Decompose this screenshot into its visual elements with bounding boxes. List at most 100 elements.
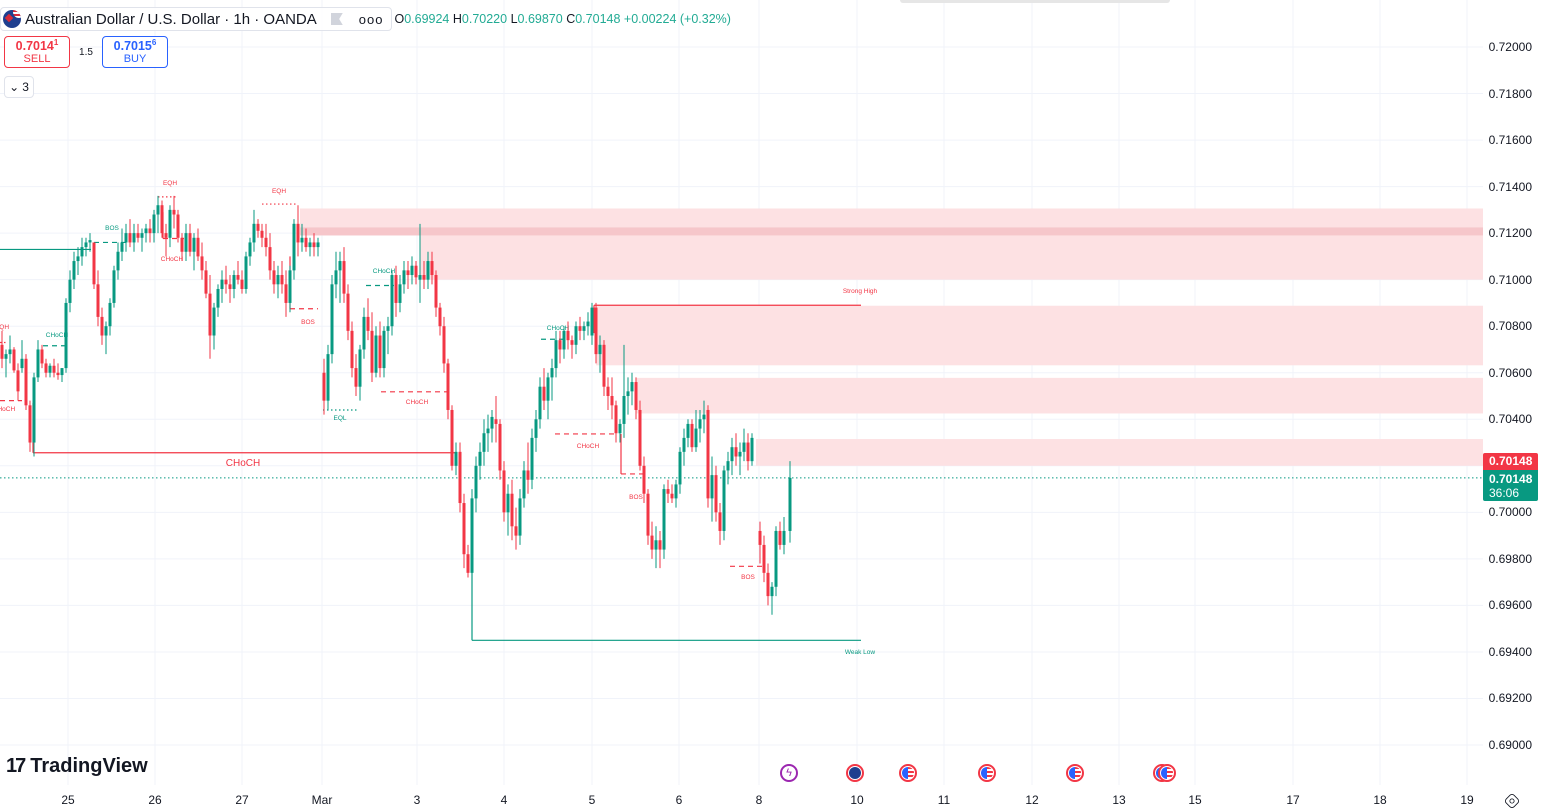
- structure-label: BOS: [301, 319, 315, 326]
- candle-body: [16, 370, 20, 392]
- candle-body: [430, 261, 434, 276]
- indicators-collapse-button[interactable]: ⌄ 3: [4, 76, 34, 98]
- candle-body: [530, 437, 534, 480]
- more-options-icon[interactable]: ooo: [358, 11, 384, 27]
- candle-body: [410, 265, 414, 276]
- indicator-count: 3: [22, 80, 29, 94]
- candle-body: [402, 270, 406, 285]
- candle-body: [770, 586, 774, 597]
- candle-body: [582, 326, 586, 331]
- candle-body: [12, 349, 16, 371]
- candle-body: [766, 572, 770, 597]
- time-axis-label: 10: [850, 793, 864, 807]
- candle-body: [252, 223, 256, 243]
- candle-body: [72, 261, 76, 280]
- candle-body: [304, 237, 308, 248]
- structure-label: CHoCH: [0, 406, 15, 413]
- candle-body: [292, 223, 296, 271]
- candle-body: [32, 377, 36, 443]
- us-flag-event-icon[interactable]: [1158, 764, 1176, 782]
- flag-icon[interactable]: [330, 13, 343, 25]
- time-axis-label: 15: [1188, 793, 1202, 807]
- bid-price-tag: 0.70148: [1483, 453, 1538, 470]
- candle-body: [550, 368, 554, 378]
- time-axis-label: 26: [148, 793, 162, 807]
- candle-body: [196, 237, 200, 257]
- symbol-title-box[interactable]: Australian Dollar / U.S. Dollar · 1h · O…: [0, 7, 393, 31]
- candle-body: [638, 409, 642, 466]
- us-flag-event-icon[interactable]: [1066, 764, 1084, 782]
- price-axis-label: 0.69600: [1488, 598, 1532, 613]
- candle-body: [434, 275, 438, 308]
- supply-zone: [636, 377, 1483, 414]
- candle-body: [312, 242, 316, 248]
- low-key: L: [510, 12, 518, 26]
- candle-body: [458, 451, 462, 504]
- tradingview-mark-icon: 17: [6, 755, 26, 777]
- candle-body: [316, 242, 320, 248]
- candle-body: [200, 256, 204, 271]
- candle-body: [710, 475, 714, 499]
- candle-body: [156, 205, 160, 215]
- us-flag-event-icon[interactable]: [899, 764, 917, 782]
- candle-body: [606, 386, 610, 397]
- us-flag-event-icon[interactable]: [978, 764, 996, 782]
- structure-label: BOS: [741, 574, 755, 581]
- high-value: 0.70220: [461, 12, 508, 26]
- australia-flag-event-icon[interactable]: [846, 764, 864, 782]
- tradingview-logo[interactable]: 17 TradingView: [6, 755, 148, 778]
- candle-body: [498, 423, 502, 471]
- candle-body: [438, 307, 442, 327]
- candle-body: [734, 447, 738, 457]
- candle-body: [112, 270, 116, 303]
- structure-label: CHoCH: [577, 443, 600, 450]
- ohlc-values: O0.69924 H0.70220 L0.69870 C0.70148 +0.0…: [394, 12, 730, 26]
- candle-body: [398, 284, 402, 303]
- bar-countdown: 36:06: [1489, 486, 1520, 500]
- time-axis-label: 6: [675, 793, 683, 807]
- time-axis-label: 3: [413, 793, 421, 807]
- candle-body: [706, 409, 710, 499]
- candle-body: [168, 209, 172, 238]
- candle-body: [362, 316, 366, 350]
- candle-body: [594, 307, 598, 355]
- candle-body: [342, 261, 346, 294]
- candle-body: [144, 228, 148, 234]
- candle-body: [750, 437, 754, 462]
- supply-zone: [596, 305, 1483, 366]
- price-axis-label: 0.69200: [1488, 691, 1532, 706]
- candle-body: [374, 335, 378, 373]
- candle-body: [534, 419, 538, 438]
- time-axis-label: 4: [500, 793, 508, 807]
- sell-price: 0.7014: [15, 38, 54, 53]
- price-axis-label: 0.69000: [1488, 738, 1532, 752]
- candle-body: [116, 251, 120, 271]
- candle-body: [180, 237, 184, 252]
- candle-body: [610, 396, 614, 406]
- candle-body: [698, 419, 702, 429]
- candle-body: [244, 256, 248, 289]
- candle-body: [634, 382, 638, 410]
- candle-body: [694, 428, 698, 448]
- candle-body: [762, 544, 766, 573]
- candle-body: [442, 326, 446, 364]
- candle-body: [224, 279, 228, 285]
- sell-button[interactable]: 0.70141 SELL: [4, 36, 70, 68]
- candle-body: [462, 503, 466, 555]
- time-axis-label: 13: [1112, 793, 1126, 807]
- candle-body: [184, 233, 188, 252]
- candle-body: [248, 242, 252, 257]
- candle-body: [152, 214, 156, 234]
- close-key: C: [566, 12, 576, 26]
- symbol-title[interactable]: Australian Dollar / U.S. Dollar · 1h · O…: [25, 10, 317, 28]
- buy-label: BUY: [123, 53, 147, 66]
- lightning-event-icon[interactable]: ϟ: [780, 764, 798, 782]
- candle-body: [426, 261, 430, 280]
- buy-button[interactable]: 0.70156 BUY: [102, 36, 168, 68]
- candle-body: [280, 275, 284, 285]
- candle-body: [522, 470, 526, 499]
- candle-body: [478, 451, 482, 466]
- structure-label: EQH: [163, 180, 177, 187]
- candle-body: [718, 512, 722, 531]
